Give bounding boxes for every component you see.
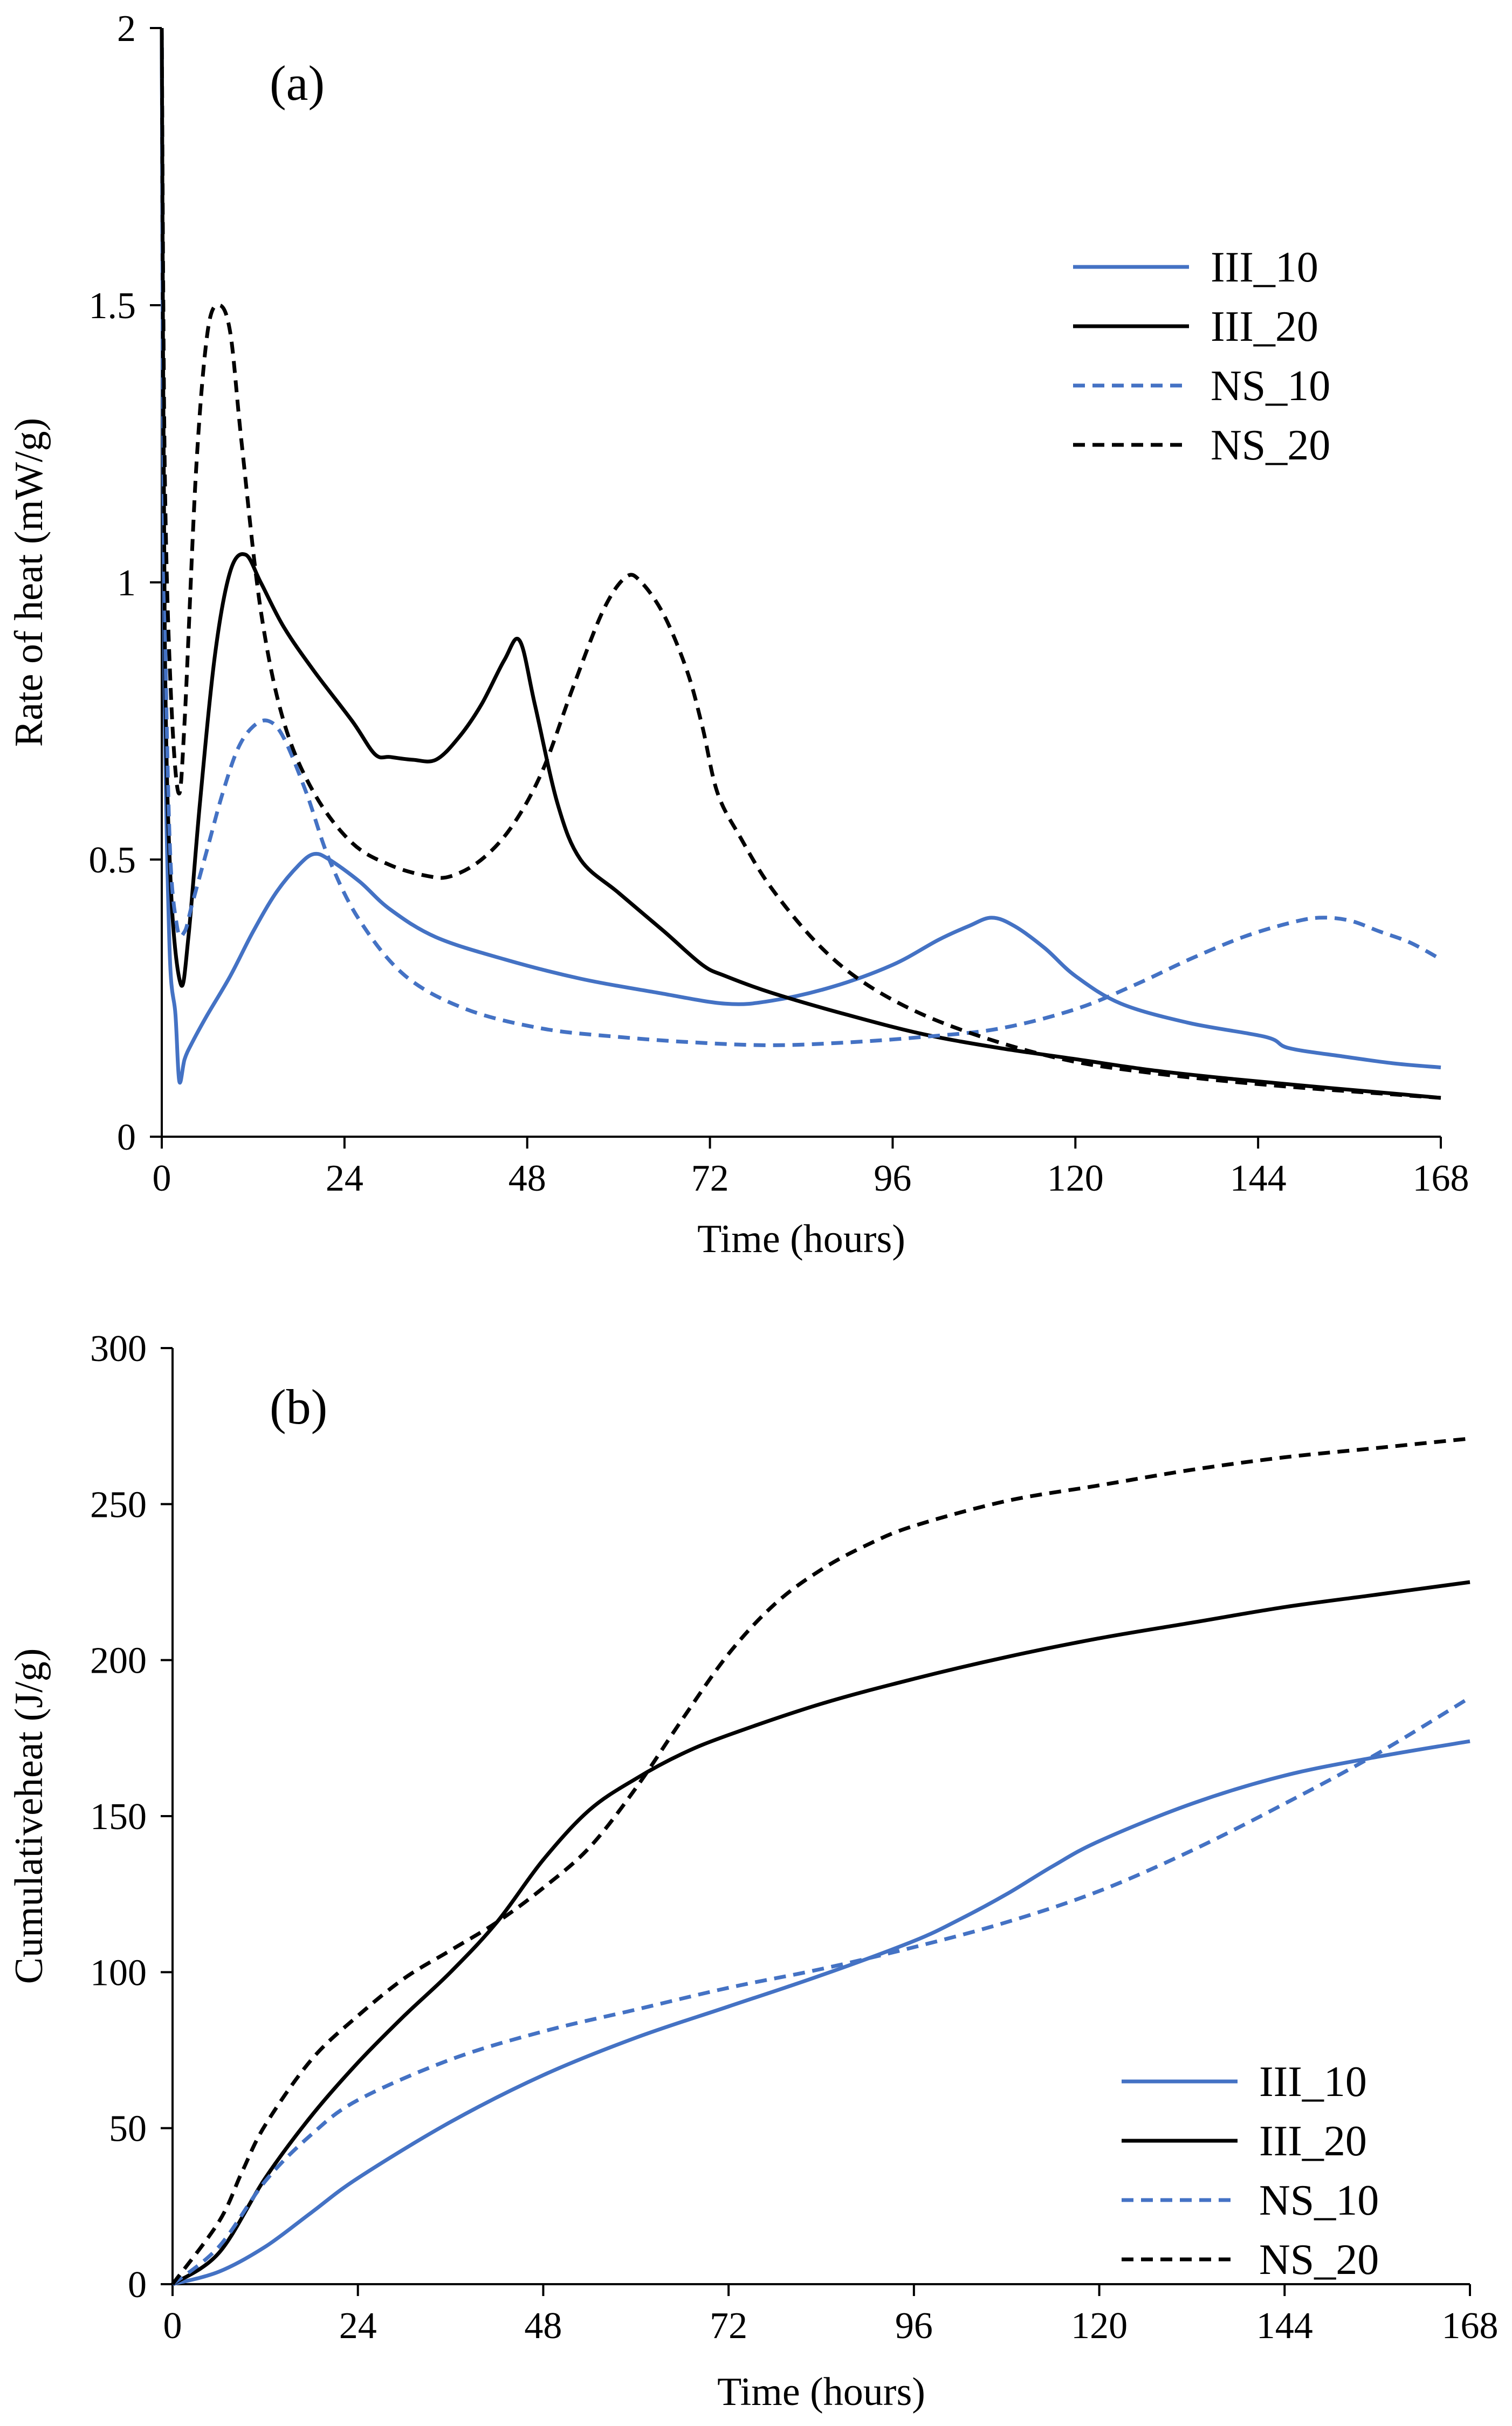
x-tick-label: 48 (508, 1158, 546, 1199)
legend-label-ns-10: NS_10 (1259, 2177, 1379, 2224)
x-tick-label: 120 (1071, 2305, 1128, 2347)
series-line-iii-10 (172, 1739, 1470, 2286)
y-tick-label: 0 (117, 1117, 136, 1158)
y-tick-label: 100 (90, 1952, 147, 1994)
x-tick-label: 72 (691, 1158, 729, 1199)
x-tick-label: 144 (1256, 2305, 1313, 2347)
x-tick-label: 96 (874, 1158, 911, 1199)
x-tick-label: 72 (710, 2305, 747, 2347)
x-tick-label: 120 (1047, 1158, 1104, 1199)
legend-label-iii-10: III_10 (1211, 244, 1318, 291)
series-line-ns-20 (160, 28, 1441, 1100)
panel-label: (b) (270, 1379, 327, 1434)
legend-label-iii-10: III_10 (1259, 2058, 1367, 2106)
x-axis-title: Time (hours) (697, 1217, 905, 1261)
y-tick-label: 200 (90, 1640, 147, 1682)
x-tick-label: 24 (326, 1158, 363, 1199)
panel-b: 0 24 48 72 96 120 144 168 0 50 100 150 200 250 300 Time… (7, 1328, 1499, 2414)
x-tick-label: 48 (524, 2305, 562, 2347)
x-tick-label: 168 (1442, 2305, 1499, 2347)
y-axis-title: Cumulativeheat (J/g) (7, 1648, 51, 1984)
x-tick-label: 24 (339, 2305, 377, 2347)
legend-label-iii-20: III_20 (1211, 303, 1318, 351)
y-tick-label: 300 (90, 1328, 147, 1370)
x-tick-label: 144 (1230, 1158, 1287, 1199)
series-line-iii-20 (160, 28, 1441, 1100)
y-tick-label: 250 (90, 1484, 147, 1525)
panel-a: 0 24 48 72 96 120 144 168 0 0.5 1 1.5 2 Time (hours) R… (7, 8, 1469, 1261)
legend-label-iii-20: III_20 (1259, 2118, 1367, 2165)
series-line-iii-20 (171, 1580, 1470, 2286)
y-tick-label: 50 (109, 2108, 147, 2150)
y-tick-label: 150 (90, 1796, 147, 1838)
legend-label-ns-20: NS_20 (1259, 2236, 1379, 2284)
y-tick-label: 0.5 (89, 840, 136, 881)
y-tick-label: 2 (117, 8, 136, 50)
legend: III_10 III_20 NS_10 NS_20 (1122, 2058, 1379, 2284)
y-tick-label: 1.5 (89, 285, 136, 327)
x-tick-label: 168 (1413, 1158, 1469, 1199)
legend-label-ns-10: NS_10 (1211, 362, 1330, 410)
x-tick-label: 0 (163, 2305, 182, 2347)
series-line-ns-10 (160, 28, 1442, 1047)
legend: III_10 III_20 NS_10 NS_20 (1073, 244, 1330, 469)
y-tick-label: 1 (117, 562, 136, 604)
series-line-iii-10 (160, 28, 1441, 1085)
panel-label: (a) (270, 56, 325, 111)
x-tick-label: 0 (153, 1158, 171, 1199)
x-axis-title: Time (hours) (717, 2370, 925, 2414)
y-axis-title: Rate of heat (mW/g) (7, 418, 51, 747)
series-line-ns-10 (171, 1696, 1471, 2286)
x-tick-label: 96 (895, 2305, 933, 2347)
legend-label-ns-20: NS_20 (1211, 422, 1330, 469)
y-tick-label: 0 (128, 2264, 147, 2306)
